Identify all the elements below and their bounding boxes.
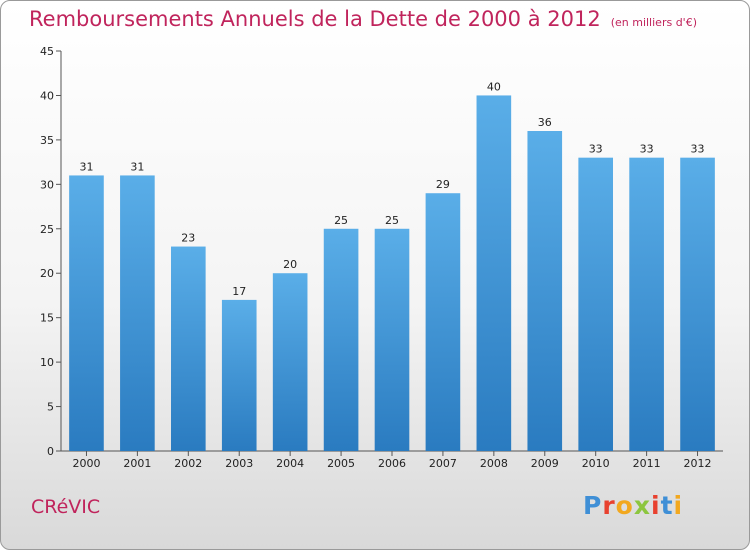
x-tick-label: 2011 bbox=[633, 457, 661, 470]
data-label: 33 bbox=[640, 143, 654, 156]
y-tick-label: 30 bbox=[40, 178, 54, 191]
brand-logo: Proxiti bbox=[583, 491, 683, 520]
bar-2003 bbox=[221, 299, 257, 451]
bar-2006 bbox=[374, 228, 410, 451]
chart-title-text: Remboursements Annuels de la Dette de 20… bbox=[29, 7, 601, 31]
brand-letter: x bbox=[633, 491, 651, 520]
y-tick-label: 40 bbox=[40, 89, 54, 102]
bar-2000 bbox=[69, 175, 104, 451]
x-tick-label: 2004 bbox=[276, 457, 304, 470]
bar-2005 bbox=[323, 228, 359, 451]
bar-2010 bbox=[578, 157, 614, 451]
brand-letter: i bbox=[673, 491, 684, 520]
x-tick-label: 2002 bbox=[174, 457, 202, 470]
x-tick-label: 2006 bbox=[378, 457, 406, 470]
y-tick-label: 25 bbox=[40, 223, 54, 236]
data-label: 31 bbox=[79, 160, 93, 173]
bar-2004 bbox=[272, 273, 308, 451]
x-tick-label: 2007 bbox=[429, 457, 457, 470]
commune-name: CRéVIC bbox=[31, 496, 101, 518]
brand-letter: P bbox=[583, 491, 603, 520]
x-tick-label: 2000 bbox=[72, 457, 100, 470]
chart-title: Remboursements Annuels de la Dette de 20… bbox=[29, 7, 697, 31]
y-tick-label: 20 bbox=[40, 267, 54, 280]
bar-2011 bbox=[629, 157, 664, 451]
data-label: 33 bbox=[589, 143, 603, 156]
data-label: 25 bbox=[385, 214, 399, 227]
data-label: 40 bbox=[487, 80, 501, 93]
data-label: 17 bbox=[232, 285, 246, 298]
x-tick-label: 2005 bbox=[327, 457, 355, 470]
brand-letter: o bbox=[615, 491, 634, 520]
bar-2012 bbox=[680, 157, 715, 451]
bar-2001 bbox=[120, 175, 155, 451]
chart-subtitle: (en milliers d'€) bbox=[610, 16, 697, 29]
data-label: 25 bbox=[334, 214, 348, 227]
x-tick-label: 2009 bbox=[531, 457, 559, 470]
data-label: 33 bbox=[691, 143, 705, 156]
y-tick-label: 45 bbox=[40, 45, 54, 58]
y-tick-label: 10 bbox=[40, 356, 54, 369]
data-label: 36 bbox=[538, 116, 552, 129]
x-tick-label: 2003 bbox=[225, 457, 253, 470]
y-tick-label: 15 bbox=[40, 312, 54, 325]
bar-2009 bbox=[527, 131, 563, 451]
data-label: 20 bbox=[283, 258, 297, 271]
chart-labels: 2000 31 2001 31 2002 23 2003 17 2004 20 2005 25 2006… bbox=[72, 80, 711, 470]
x-tick-label: 2010 bbox=[582, 457, 610, 470]
data-label: 29 bbox=[436, 178, 450, 191]
x-tick-label: 2001 bbox=[123, 457, 151, 470]
bar-2007 bbox=[425, 193, 461, 451]
y-tick-label: 0 bbox=[47, 445, 54, 458]
data-label: 23 bbox=[181, 232, 195, 245]
brand-letter: t bbox=[660, 491, 674, 520]
brand-letter: i bbox=[651, 491, 661, 520]
bar-2008 bbox=[476, 95, 512, 451]
y-tick-label: 5 bbox=[47, 401, 54, 414]
x-tick-label: 2008 bbox=[480, 457, 508, 470]
y-tick-label: 35 bbox=[40, 134, 54, 147]
data-label: 31 bbox=[130, 160, 144, 173]
x-tick-label: 2012 bbox=[684, 457, 712, 470]
bar-2002 bbox=[170, 246, 206, 451]
chart-bars bbox=[69, 95, 715, 451]
brand-letter: r bbox=[602, 491, 616, 520]
